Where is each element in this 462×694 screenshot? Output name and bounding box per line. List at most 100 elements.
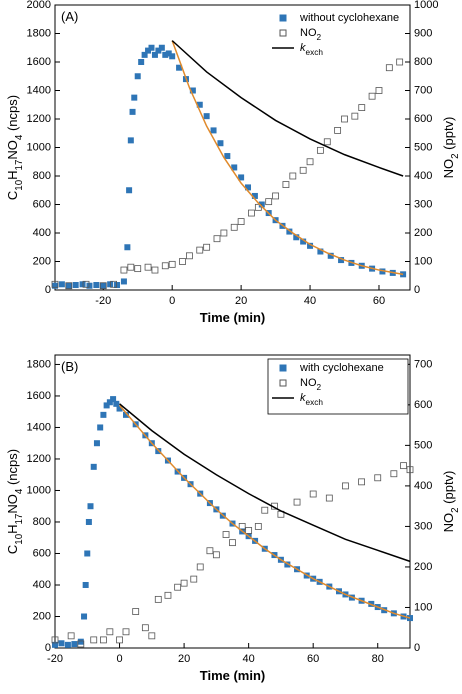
point (127, 263, 135, 271)
point (82, 581, 89, 588)
y-tick-label: 1800 (27, 27, 51, 39)
point (124, 244, 131, 251)
point (110, 396, 117, 403)
x-tick-label: 0 (116, 653, 122, 665)
point (168, 260, 176, 268)
point (52, 641, 58, 648)
point (100, 636, 107, 644)
point (323, 138, 331, 146)
point (306, 158, 314, 166)
point (237, 218, 245, 226)
x-tick-label: 0 (169, 295, 175, 307)
point (100, 411, 107, 418)
y2-tick-label: 100 (414, 255, 432, 267)
point (231, 164, 238, 171)
point (334, 127, 342, 134)
point (58, 640, 65, 647)
point (116, 636, 123, 644)
y2-tick-label: 600 (414, 113, 432, 125)
point (113, 400, 120, 407)
point (309, 490, 317, 498)
point (368, 92, 376, 100)
y-tick-label: 200 (33, 610, 51, 622)
point (176, 64, 183, 71)
point (90, 636, 98, 644)
y-tick-label: 0 (45, 642, 51, 654)
legend-swatch (279, 364, 287, 372)
point (327, 252, 334, 259)
point (238, 174, 245, 181)
point (282, 181, 290, 188)
y-tick-label: 1400 (27, 421, 51, 433)
point (114, 282, 121, 289)
point (222, 531, 230, 538)
point (154, 595, 162, 603)
point (51, 636, 59, 644)
plot-frame (54, 4, 411, 291)
point (82, 280, 90, 288)
y-tick-label: 200 (33, 255, 51, 267)
y-tick-label: 1600 (27, 390, 51, 402)
point (400, 462, 407, 470)
point (155, 47, 162, 54)
point (77, 638, 84, 645)
plot-frame (54, 354, 411, 649)
point (134, 265, 142, 273)
point (307, 242, 314, 249)
y-tick-label: 800 (33, 516, 51, 528)
y2-tick-label: 0 (414, 284, 420, 296)
y2-tick-label: 800 (414, 56, 432, 68)
point (254, 523, 262, 530)
y2-tick-label: 0 (414, 642, 420, 654)
y-axis-label: C10H17NO4 (ncps) (5, 449, 25, 554)
point (190, 575, 198, 583)
y2-axis-label: NO2 (pptv) (441, 117, 461, 179)
point (203, 243, 211, 251)
point (203, 113, 210, 120)
point (97, 424, 104, 431)
point (316, 146, 324, 154)
point (138, 59, 145, 65)
point (148, 632, 156, 640)
point (65, 282, 72, 289)
point (189, 87, 196, 94)
point (84, 550, 91, 557)
point (396, 58, 404, 66)
point (87, 503, 94, 510)
legend-swatch (279, 379, 287, 387)
point (77, 640, 85, 648)
legend-label: without cyclohexane (299, 12, 399, 24)
point (229, 539, 236, 547)
point (341, 115, 348, 123)
point (251, 192, 258, 199)
point (93, 282, 100, 289)
x-tick-label: 40 (243, 653, 255, 665)
point (85, 518, 92, 525)
point (144, 263, 152, 271)
point (385, 64, 393, 72)
y-tick-label: 0 (45, 284, 51, 296)
point (120, 278, 127, 285)
point (52, 282, 58, 289)
legend-swatch (279, 14, 287, 22)
y-tick-label: 600 (33, 547, 51, 559)
y-tick-label: 1000 (27, 484, 51, 496)
point (174, 583, 182, 591)
point (210, 127, 217, 134)
point (293, 234, 300, 241)
y-tick-label: 1600 (27, 56, 51, 68)
x-tick-label: 60 (307, 653, 319, 665)
point (141, 51, 148, 58)
point (79, 281, 86, 288)
point (162, 51, 169, 58)
point (110, 280, 117, 288)
point (196, 101, 203, 108)
y2-tick-label: 200 (414, 561, 432, 573)
point (390, 470, 398, 478)
point (220, 229, 228, 237)
panel: -20 0 20 40 60020040060080010001200140016001… (5, 0, 461, 325)
point (106, 399, 113, 406)
legend-label: NO2 (300, 27, 322, 42)
point (64, 641, 71, 648)
point (375, 87, 383, 94)
